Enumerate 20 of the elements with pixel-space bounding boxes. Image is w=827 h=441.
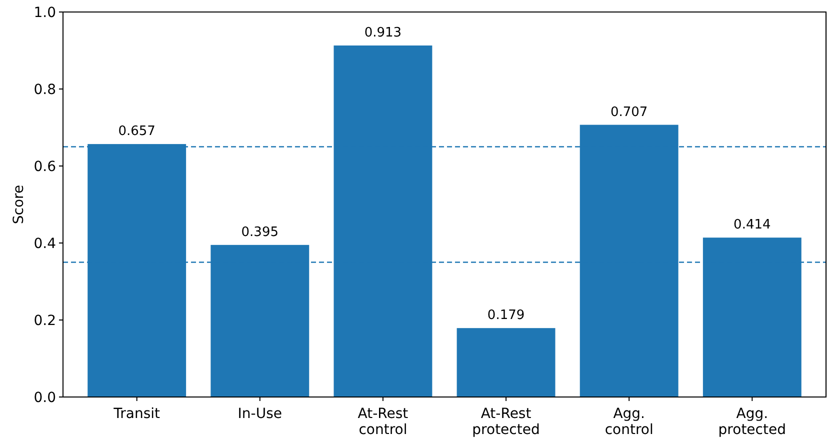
x-tick-label: At-Rest protected [472, 406, 540, 438]
x-tick-label: Transit [112, 406, 161, 422]
y-tick-label: 1.0 [34, 4, 56, 21]
data-label: 0.707 [610, 104, 648, 120]
y-tick-label: 0.4 [34, 236, 56, 252]
bar [456, 328, 556, 397]
x-tick-label: In-Use [238, 406, 282, 422]
y-tick-label: 0.8 [34, 82, 56, 98]
x-tick-label: At-Rest control [358, 406, 409, 438]
x-tick-label: Agg. control [604, 406, 654, 438]
y-tick-label: 0.0 [34, 390, 56, 406]
data-label: 0.179 [487, 308, 525, 324]
y-tick-label: 0.2 [34, 312, 56, 329]
y-tick-label: 0.6 [34, 158, 56, 175]
data-label: 0.913 [364, 25, 402, 40]
x-tick-label: Agg. protected [718, 406, 786, 438]
data-label: 0.414 [734, 218, 771, 233]
y-axis-title: Score [11, 184, 27, 224]
data-label: 0.395 [241, 224, 279, 240]
data-label: 0.657 [118, 124, 156, 140]
